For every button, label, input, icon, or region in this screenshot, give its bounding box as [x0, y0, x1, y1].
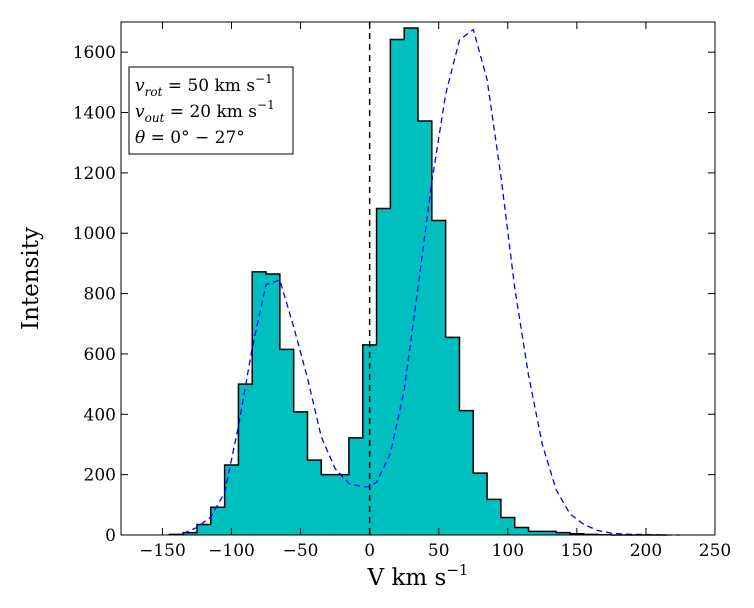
histogram-bar: [431, 220, 447, 536]
histogram-bar: [459, 410, 474, 535]
legend-value: = 50 km s: [162, 76, 255, 96]
histogram-bar: [404, 28, 419, 536]
histogram-bar: [238, 384, 253, 535]
x-tick-label: −50: [283, 541, 319, 561]
legend-line: vout = 20 km s−1: [135, 98, 275, 125]
y-tick-label: 0: [105, 526, 116, 546]
histogram-bar: [279, 349, 295, 535]
legend-variable: θ: [135, 128, 145, 148]
x-axis-label: V km s−1: [367, 561, 469, 591]
legend-value: = 20 km s: [164, 102, 257, 122]
y-tick-label: 1200: [73, 164, 116, 184]
model-curve: [182, 28, 681, 536]
histogram-bar: [266, 273, 281, 535]
legend-line: θ = 0° − 27°: [135, 128, 245, 148]
legend-variable: v: [135, 76, 145, 96]
histogram-bar: [224, 464, 239, 535]
histogram-bar: [528, 531, 543, 535]
y-tick-label: 1600: [73, 43, 116, 63]
x-tick-label: −100: [208, 541, 255, 561]
x-tick-label: 250: [699, 541, 731, 561]
histogram-bar: [362, 344, 377, 535]
legend-subscript: rot: [145, 85, 163, 99]
histogram-bars: [169, 28, 612, 536]
legend-line: vrot = 50 km s−1: [135, 72, 273, 99]
legend-value: = 0° − 27°: [145, 128, 245, 148]
x-tick-label: 200: [630, 541, 662, 561]
y-tick-label: 400: [84, 405, 116, 425]
histogram-bar: [418, 120, 433, 535]
histogram-bar: [210, 507, 226, 535]
x-tick-label: 100: [492, 541, 524, 561]
histogram-outline: [168, 27, 667, 536]
legend-variable: v: [135, 102, 145, 122]
x-tick-label: 150: [561, 541, 593, 561]
histogram-bar: [514, 527, 529, 535]
x-tick-label: 50: [428, 541, 450, 561]
x-tick-label: −150: [139, 541, 186, 561]
y-tick-label: 1400: [73, 104, 116, 124]
histogram-bar: [321, 474, 336, 535]
x-axis-ticks: −150 −100 −50 0 50 100 150 200 250: [139, 22, 731, 561]
legend-box: [128, 66, 294, 155]
histogram-bar: [473, 473, 488, 535]
histogram-bar: [376, 208, 391, 535]
y-tick-label: 200: [84, 466, 116, 486]
histogram-bar: [348, 437, 364, 535]
histogram-bar: [542, 531, 557, 535]
legend-superscript: −1: [255, 72, 273, 86]
plot-frame: [120, 21, 716, 536]
y-axis-label: Intensity: [18, 227, 44, 330]
y-axis-ticks: 0 200 400 600 800 1000 1200 1400 1600: [73, 43, 715, 546]
legend-superscript: −1: [257, 98, 275, 112]
x-axis-label-text: V km s: [367, 565, 447, 591]
histogram-bar: [252, 271, 267, 535]
histogram-bar: [183, 532, 198, 535]
histogram-bar: [556, 532, 571, 535]
histogram-bar: [500, 517, 516, 535]
histogram-bar: [196, 524, 212, 535]
histogram-bar: [487, 499, 502, 535]
y-tick-label: 600: [84, 345, 116, 365]
y-tick-label: 800: [84, 285, 116, 305]
legend-subscript: out: [145, 111, 165, 125]
histogram-bar: [390, 39, 405, 536]
x-axis-label-sup: −1: [446, 561, 468, 579]
histogram-bar: [335, 474, 350, 535]
x-tick-label: 0: [364, 541, 375, 561]
y-tick-label: 1000: [73, 224, 116, 244]
histogram-bar: [307, 460, 322, 535]
histogram-bar: [445, 337, 460, 535]
histogram-bar: [293, 411, 308, 535]
